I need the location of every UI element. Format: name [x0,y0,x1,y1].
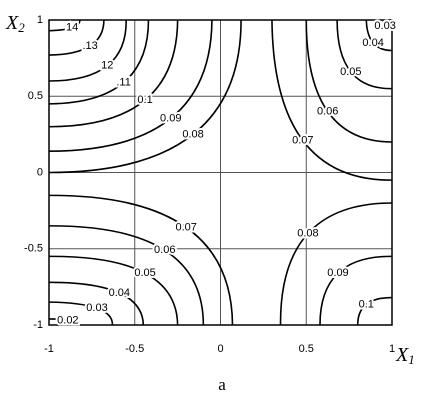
x-tick-label: 0.5 [299,343,314,355]
contour-line [319,255,393,326]
x-tick-label: -1 [44,343,54,355]
x-axis-title-sub: 1 [408,352,415,367]
contour-label: 0.07 [175,221,196,233]
contour-line [48,301,114,326]
contour-line [271,19,393,181]
contour-line [48,19,179,128]
contour-label: .11 [116,76,130,88]
contour-line [48,19,242,174]
contour-label: 0.05 [340,66,361,78]
y-axis-title-main: X [5,12,19,34]
contour-label: 0.08 [297,227,318,239]
contour-label: 0.04 [109,287,130,299]
contour-label: 0.07 [292,134,313,146]
x-tick-label: 0 [217,343,223,355]
contour-label: 0.03 [374,20,395,32]
contour-label: 0.1 [359,298,374,310]
y-axis-title-sub: 2 [18,20,25,35]
contour-line [382,19,393,29]
contour-line [356,296,393,326]
y-tick-label: -0.5 [24,243,43,255]
contour-line [305,19,393,143]
y-tick-label: 0 [37,166,43,178]
contour-line [48,19,150,105]
contour-label: 0.06 [154,244,175,256]
y-tick-label: -1 [33,319,43,331]
contour-line [48,19,213,152]
y-tick-label: 0.5 [28,90,43,102]
contour-label: 0.09 [327,267,348,279]
contour-label: 0.06 [317,105,338,117]
contour-label: 0.09 [160,112,181,124]
x-tick-label: 1 [389,343,395,355]
y-tick-label: 1 [37,14,43,26]
contour-label: 0.08 [182,128,203,140]
contour-line [48,318,76,326]
contour-line [336,19,393,90]
contour-label: 0.04 [362,37,383,49]
contour-label: .13 [83,40,98,52]
x-tick-label: -0.5 [125,343,144,355]
x-axis-title-main: X [395,344,409,366]
contour-label: 0.02 [57,314,78,326]
contour-line [48,19,81,32]
y-axis-title: X2 [5,12,25,35]
contour-line [365,19,393,52]
contour-label: 12 [101,60,113,72]
contour-line [48,19,105,56]
caption: a [218,375,226,394]
x-axis-title: X1 [395,344,415,367]
contour-line [48,19,127,82]
contour-line [48,281,145,326]
contour-line [48,225,205,326]
contour-line [279,202,393,326]
contour-label: 0.05 [134,267,155,279]
contour-label: 14 [66,22,78,34]
contour-line [48,194,234,326]
contour-line [48,255,179,326]
contour-label: 0.03 [86,302,107,314]
contour-label: 0.1 [137,94,152,106]
